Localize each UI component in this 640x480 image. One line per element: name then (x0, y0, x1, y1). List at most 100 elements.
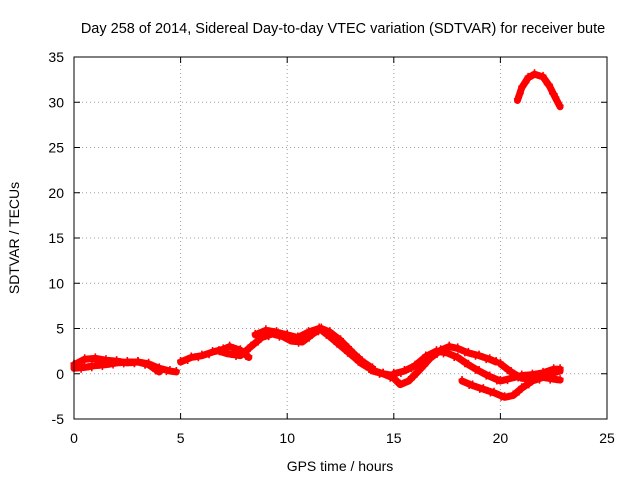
data-point-marker (155, 366, 163, 374)
data-point-marker (245, 352, 253, 360)
data-point-marker (556, 101, 564, 109)
data-point-marker (290, 334, 298, 342)
data-point-marker (518, 383, 526, 391)
data-point-marker (521, 382, 529, 390)
data-point-marker (457, 346, 465, 354)
data-point-marker (514, 374, 522, 382)
data-point-marker (81, 354, 89, 362)
data-point-marker (228, 350, 236, 358)
data-point-marker (464, 347, 472, 355)
data-point-marker (518, 373, 526, 381)
data-point-marker (462, 378, 470, 386)
data-point-marker (468, 363, 476, 371)
y-tick-label: 10 (48, 275, 64, 291)
data-point-marker (464, 359, 472, 367)
data-point-marker (116, 359, 124, 367)
data-point-marker (411, 360, 419, 368)
data-point-marker (496, 358, 504, 366)
data-point-marker (531, 69, 539, 77)
data-point-marker (475, 366, 483, 374)
data-point-marker (283, 329, 291, 337)
data-point-marker (482, 356, 490, 364)
data-point-marker (386, 374, 394, 382)
data-point-marker (457, 356, 465, 364)
data-point-marker (505, 392, 513, 400)
data-point-marker (88, 356, 96, 364)
data-point-marker (109, 361, 117, 369)
data-point-marker (482, 372, 490, 380)
data-point-marker (372, 368, 380, 376)
series-track-j (513, 69, 564, 111)
data-point-marker (383, 371, 391, 379)
data-point-marker (84, 363, 92, 371)
data-point-marker (194, 354, 202, 362)
data-point-marker (232, 353, 240, 361)
data-point-marker (476, 385, 484, 393)
data-point-marker (148, 363, 156, 371)
data-point-marker (224, 348, 232, 356)
data-point-marker (447, 350, 455, 358)
x-tick-label: 25 (599, 430, 615, 446)
data-point-marker (479, 353, 487, 361)
data-point-marker (169, 367, 177, 375)
data-point-marker (443, 347, 451, 355)
data-point-marker (243, 347, 251, 355)
data-point-marker (358, 358, 366, 366)
data-point-marker (525, 376, 533, 384)
data-point-marker (408, 365, 416, 373)
data-point-marker (379, 368, 387, 376)
data-point-marker (421, 362, 429, 370)
data-point-marker (319, 327, 327, 335)
data-point-marker (91, 353, 99, 361)
data-point-marker (410, 373, 418, 381)
y-tick-label: 0 (56, 366, 64, 382)
data-point-marker (465, 382, 473, 390)
data-point-marker (522, 79, 530, 87)
y-tick-label: 35 (48, 49, 64, 65)
data-point-marker (483, 386, 491, 394)
data-point-marker (527, 72, 535, 80)
data-point-marker (273, 327, 281, 335)
series-track-i (496, 358, 564, 384)
data-point-marker (472, 383, 480, 391)
data-point-marker (440, 350, 448, 358)
data-point-marker (236, 350, 244, 358)
data-point-marker (504, 377, 512, 385)
data-point-marker (301, 331, 309, 339)
data-point-marker (556, 375, 564, 383)
data-point-marker (493, 377, 501, 385)
data-point-marker (138, 359, 146, 367)
x-tick-label: 0 (70, 430, 78, 446)
data-point-marker (141, 361, 149, 369)
y-tick-label: 5 (56, 321, 64, 337)
data-point-marker (312, 327, 320, 335)
data-point-marker (347, 349, 355, 357)
data-point-marker (77, 365, 85, 373)
data-point-marker (280, 331, 288, 339)
data-point-marker (539, 71, 547, 79)
data-point-marker (545, 80, 553, 88)
data-point-marker (472, 366, 480, 374)
data-point-marker (184, 356, 192, 364)
y-tick-label: 30 (48, 94, 64, 110)
y-axis-label: SDTVAR / TECUs (6, 182, 22, 294)
data-point-marker (215, 346, 223, 354)
data-point-marker (74, 364, 82, 372)
data-point-marker (329, 336, 337, 344)
x-tick-label: 15 (386, 430, 402, 446)
data-point-marker (552, 93, 560, 101)
data-point-marker (191, 353, 199, 361)
data-point-marker (187, 352, 195, 360)
data-point-marker (130, 359, 138, 367)
data-point-marker (98, 363, 106, 371)
data-point-marker (226, 341, 234, 349)
data-point-marker (497, 393, 505, 401)
data-point-marker (269, 329, 277, 337)
data-point-marker (102, 359, 110, 367)
y-tick-label: 15 (48, 230, 64, 246)
data-point-marker (546, 371, 554, 379)
y-tick-label: 25 (48, 140, 64, 156)
data-point-marker (454, 343, 462, 351)
data-point-marker (479, 369, 487, 377)
data-point-marker (541, 76, 549, 84)
